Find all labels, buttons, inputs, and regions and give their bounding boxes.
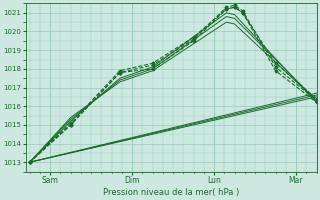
X-axis label: Pression niveau de la mer( hPa ): Pression niveau de la mer( hPa ) <box>103 188 239 197</box>
